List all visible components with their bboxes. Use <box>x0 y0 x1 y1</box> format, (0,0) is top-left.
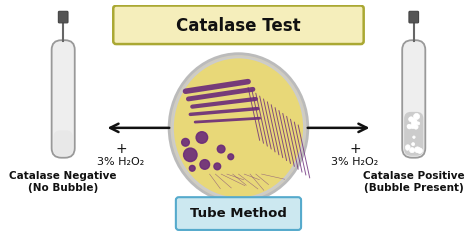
FancyBboxPatch shape <box>409 11 419 23</box>
Circle shape <box>406 147 409 150</box>
Circle shape <box>196 132 208 143</box>
Circle shape <box>409 117 414 122</box>
FancyBboxPatch shape <box>404 112 423 156</box>
Circle shape <box>182 138 189 146</box>
Circle shape <box>200 160 210 169</box>
Circle shape <box>413 113 419 120</box>
Circle shape <box>413 136 415 138</box>
Text: +: + <box>349 142 361 156</box>
FancyBboxPatch shape <box>176 197 301 230</box>
Ellipse shape <box>173 58 304 198</box>
Text: Catalase Positive: Catalase Positive <box>363 171 465 181</box>
Circle shape <box>407 124 411 129</box>
Circle shape <box>214 163 221 170</box>
FancyBboxPatch shape <box>52 40 75 158</box>
Text: 3% H₂O₂: 3% H₂O₂ <box>331 156 379 167</box>
Circle shape <box>414 120 417 123</box>
Text: +: + <box>115 142 127 156</box>
Circle shape <box>414 121 417 123</box>
FancyBboxPatch shape <box>402 40 425 158</box>
Text: (No Bubble): (No Bubble) <box>28 183 98 192</box>
Circle shape <box>410 124 415 129</box>
Circle shape <box>417 122 420 125</box>
Text: (Bubble Present): (Bubble Present) <box>364 183 464 192</box>
Circle shape <box>415 147 420 153</box>
Circle shape <box>411 118 415 122</box>
Circle shape <box>411 119 418 125</box>
Circle shape <box>410 148 415 153</box>
Circle shape <box>407 124 411 128</box>
FancyBboxPatch shape <box>58 11 68 23</box>
FancyBboxPatch shape <box>54 130 73 156</box>
Circle shape <box>405 145 410 149</box>
Text: Catalase Negative: Catalase Negative <box>9 171 117 181</box>
Circle shape <box>228 154 234 160</box>
Text: 3% H₂O₂: 3% H₂O₂ <box>97 156 145 167</box>
Circle shape <box>189 165 195 171</box>
Circle shape <box>183 148 197 161</box>
Text: Catalase Test: Catalase Test <box>176 17 301 35</box>
Ellipse shape <box>169 54 308 202</box>
Circle shape <box>417 148 422 154</box>
FancyBboxPatch shape <box>113 5 364 44</box>
Circle shape <box>414 125 418 129</box>
Text: Tube Method: Tube Method <box>190 207 287 220</box>
Circle shape <box>217 145 225 153</box>
Circle shape <box>411 143 415 146</box>
